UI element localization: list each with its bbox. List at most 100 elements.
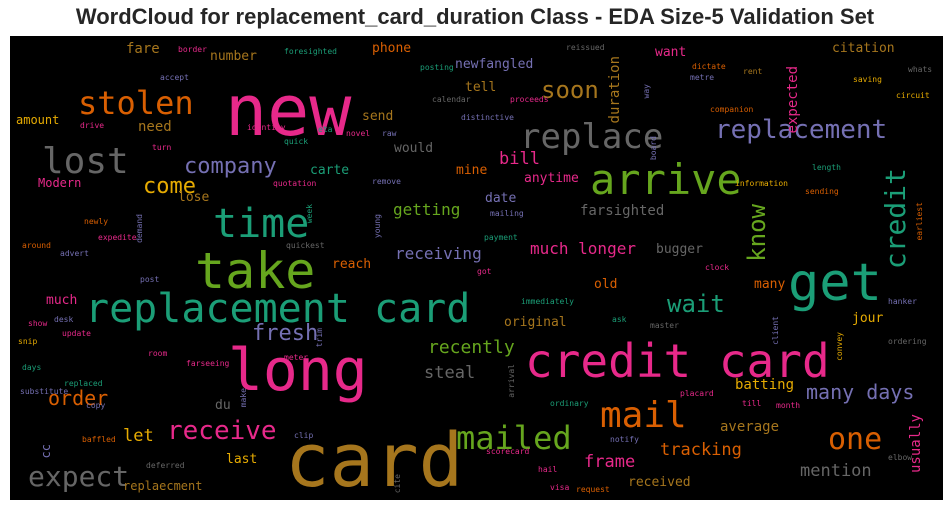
word: young bbox=[374, 214, 382, 238]
word: farsighted bbox=[580, 204, 664, 218]
word: fare bbox=[126, 42, 160, 56]
word: carte bbox=[310, 164, 349, 177]
word: remove bbox=[372, 178, 401, 186]
word: drive bbox=[80, 122, 104, 130]
word: ordinary bbox=[550, 400, 589, 408]
word: phone bbox=[372, 42, 411, 55]
word: identity bbox=[247, 124, 286, 132]
word: steal bbox=[424, 365, 475, 382]
word: wait bbox=[667, 292, 725, 316]
word: receive bbox=[167, 418, 277, 444]
word: distinctive bbox=[461, 114, 514, 122]
word: ordering bbox=[888, 338, 927, 346]
word: quickest bbox=[286, 242, 325, 250]
word: let bbox=[123, 428, 154, 445]
word: convey bbox=[836, 332, 844, 361]
word: demand bbox=[136, 214, 144, 243]
word: metre bbox=[690, 74, 714, 82]
word: days bbox=[22, 364, 41, 372]
word: last bbox=[226, 453, 257, 466]
word: many bbox=[754, 278, 785, 291]
word: foresighted bbox=[284, 48, 337, 56]
word: room bbox=[148, 350, 167, 358]
word: take bbox=[195, 246, 315, 296]
word: trim bbox=[316, 328, 324, 347]
word: turn bbox=[152, 144, 171, 152]
word: update bbox=[62, 330, 91, 338]
word: replaced bbox=[64, 380, 103, 388]
word: eta bbox=[318, 126, 332, 134]
word: notify bbox=[610, 436, 639, 444]
word: way bbox=[643, 84, 651, 98]
word: recently bbox=[428, 339, 515, 357]
word: master bbox=[650, 322, 679, 330]
word: company bbox=[184, 156, 277, 178]
word: mention bbox=[800, 463, 872, 480]
word: earliest bbox=[916, 202, 924, 241]
word: mine bbox=[456, 164, 487, 177]
word: getting bbox=[393, 202, 460, 218]
word: frame bbox=[584, 454, 635, 471]
word: circuit bbox=[896, 92, 930, 100]
word: many days bbox=[806, 382, 914, 402]
word: lost bbox=[42, 144, 129, 180]
word: expect bbox=[28, 463, 129, 491]
word: tell bbox=[465, 81, 496, 94]
word: know bbox=[745, 204, 769, 262]
word: calendar bbox=[432, 96, 471, 104]
word: credit bbox=[882, 168, 910, 269]
word: around bbox=[22, 242, 51, 250]
word: amount bbox=[16, 114, 59, 126]
word: lose bbox=[178, 191, 209, 204]
word: quick bbox=[284, 138, 308, 146]
word: batting bbox=[735, 378, 794, 392]
word: expedite bbox=[98, 234, 137, 242]
word: quotation bbox=[273, 180, 316, 188]
word: jour bbox=[852, 312, 883, 325]
word: placard bbox=[680, 390, 714, 398]
word-cloud: new card credit card long replacement ca… bbox=[10, 36, 943, 500]
word: post bbox=[140, 276, 159, 284]
word: old bbox=[594, 278, 617, 291]
word: month bbox=[776, 402, 800, 410]
word: duration bbox=[608, 56, 622, 123]
word: need bbox=[138, 120, 172, 134]
word: send bbox=[362, 110, 393, 123]
word: baffled bbox=[82, 436, 116, 444]
word: much bbox=[46, 294, 77, 307]
word: would bbox=[394, 142, 433, 155]
word: bugger bbox=[656, 243, 703, 256]
word: got bbox=[477, 268, 491, 276]
word: substitute bbox=[20, 388, 68, 396]
word: Modern bbox=[38, 177, 81, 189]
word: elbow bbox=[888, 454, 912, 462]
word: newly bbox=[84, 218, 108, 226]
word: much longer bbox=[530, 241, 636, 257]
word: fresh bbox=[252, 323, 318, 345]
word: accept bbox=[160, 74, 189, 82]
word: bill bbox=[499, 151, 540, 168]
word: new bbox=[225, 76, 351, 146]
word: hanker bbox=[888, 298, 917, 306]
word: till bbox=[742, 400, 761, 408]
word: novel bbox=[346, 130, 370, 138]
word: show bbox=[28, 320, 47, 328]
word: advert bbox=[60, 250, 89, 258]
word: saving bbox=[853, 76, 882, 84]
word: date bbox=[485, 192, 516, 205]
word: replaecment bbox=[123, 480, 202, 492]
word: companion bbox=[710, 106, 753, 114]
word: visa bbox=[550, 484, 569, 492]
word: received bbox=[628, 476, 691, 489]
word: usually bbox=[909, 414, 923, 473]
word: newfangled bbox=[455, 58, 533, 71]
word: cc bbox=[40, 444, 52, 458]
word: information bbox=[735, 180, 788, 188]
word: soon bbox=[541, 78, 599, 102]
word: clock bbox=[705, 264, 729, 272]
word: mailing bbox=[490, 210, 524, 218]
word: request bbox=[576, 486, 610, 494]
word: desk bbox=[54, 316, 73, 324]
word: sending bbox=[805, 188, 839, 196]
word: make bbox=[240, 388, 248, 407]
